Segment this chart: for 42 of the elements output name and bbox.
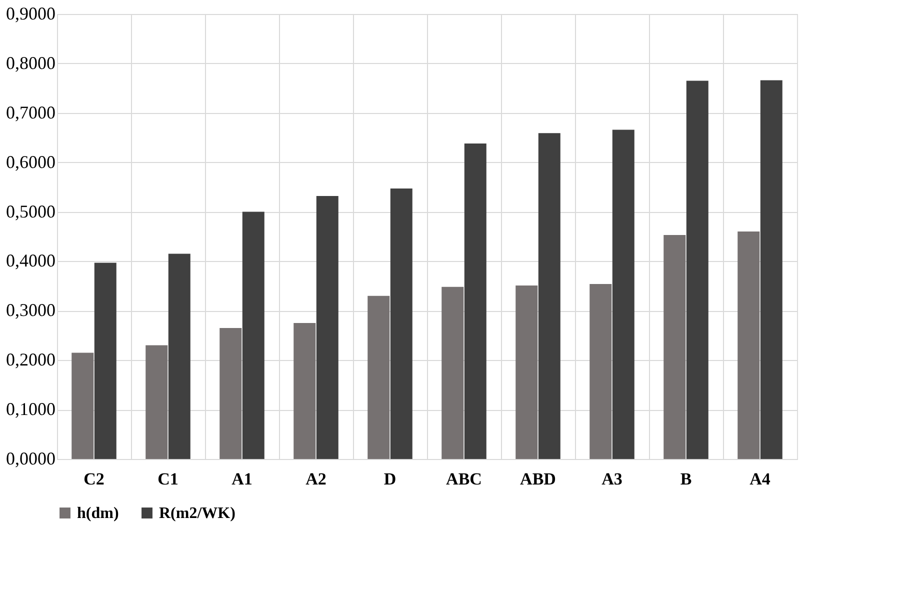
bar [738, 232, 760, 459]
x-tick-label: C1 [158, 470, 178, 488]
x-tick-label: ABC [446, 470, 482, 488]
y-tick-label: 0,3000 [6, 300, 56, 320]
y-tick-label: 0,5000 [6, 201, 56, 222]
y-tick-label: 0,2000 [6, 350, 56, 370]
y-tick-label: 0,6000 [6, 152, 56, 172]
bar [686, 80, 708, 459]
y-tick-label: 0,7000 [6, 102, 56, 122]
x-tick-label: A1 [232, 470, 252, 488]
legend-label: h(dm) [77, 505, 119, 522]
bar [612, 130, 634, 459]
bar [590, 284, 612, 459]
x-tick-label: A4 [750, 470, 771, 488]
x-tick-label: D [384, 470, 396, 488]
bar [168, 254, 190, 459]
bar [442, 286, 464, 459]
bar [146, 345, 168, 459]
legend-label: R(m2/WK) [159, 505, 236, 522]
bar [664, 235, 686, 459]
x-tick-label: C2 [84, 470, 104, 488]
x-tick-label: B [680, 470, 692, 488]
bar [94, 262, 116, 459]
y-tick-label: 0,8000 [6, 52, 56, 73]
y-tick-label: 0,9000 [6, 4, 56, 24]
x-tick-label: A2 [306, 470, 326, 488]
bar [390, 188, 412, 459]
bar [294, 323, 316, 459]
bar [368, 296, 390, 459]
y-tick-label: 0,4000 [6, 250, 56, 271]
bar [316, 196, 338, 459]
bar [760, 80, 782, 459]
bar [538, 133, 560, 459]
y-tick-label: 0,0000 [6, 448, 56, 468]
x-tick-label: A3 [602, 470, 622, 488]
y-tick-label: 0,1000 [6, 399, 56, 420]
bar [464, 144, 486, 459]
bar [220, 328, 242, 459]
bar [242, 212, 264, 459]
bar [72, 352, 94, 459]
bar [516, 285, 538, 459]
x-tick-label: ABD [520, 470, 556, 488]
